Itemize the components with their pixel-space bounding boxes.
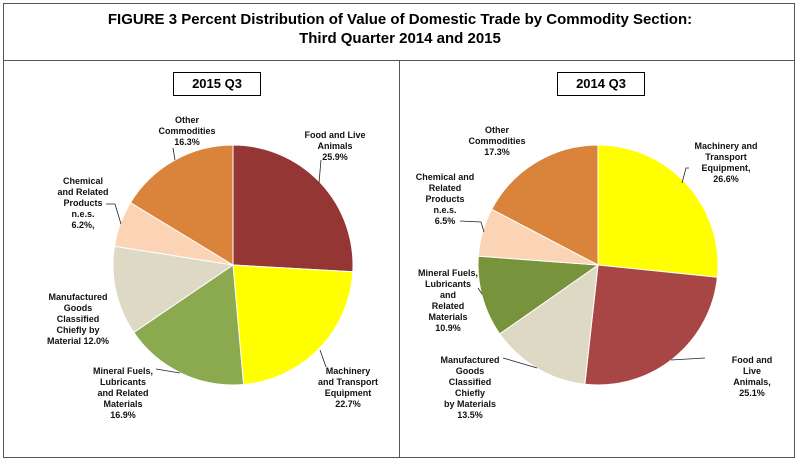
leader-line [155,368,181,374]
pie-slice-manufactured-goods-classified-chiefly-by-material [112,245,235,334]
divider [399,60,400,458]
pie-slice-mineral-fuels-lubricants-and-related-materials [477,255,600,335]
pie-slice-other-commodities [491,144,599,266]
leader-line [502,357,538,369]
panel-title-2015: 2015 Q3 [173,72,261,96]
data-label: Mineral Fuels, Lubricants and Related Ma… [92,366,154,420]
leader-line [106,203,122,225]
data-label: Other Commodities 16.3% [158,115,216,147]
data-label: Mineral Fuels, Lubricants and Related Ma… [417,268,479,333]
figure-title: FIGURE 3 Percent Distribution of Value o… [107,11,693,47]
panel-title-2014: 2014 Q3 [557,72,645,96]
pie-slice-food-and-live-animals [232,144,354,273]
data-label: Chemical and Related Products n.e.s. 6.5… [415,172,475,226]
pie-slice-other-commodities [129,144,234,266]
data-label: Food and Live Animals 25.9% [304,130,366,162]
data-label: Chemical and Related Products n.e.s. 6.2… [57,176,109,230]
leader-line [459,220,485,233]
pie-slice-machinery-and-transport-equipment [597,144,719,278]
leader-line [319,349,327,368]
data-label: Other Commodities 17.3% [468,125,526,157]
pie-slice-machinery-and-transport-equipment [232,264,354,386]
data-label: Food and Live Animals, 25.1% [731,355,773,398]
leader-line [318,159,322,184]
pie-slice-mineral-fuels-lubricants-and-related-materials [133,264,245,386]
pie-2014 [477,144,719,386]
data-label: Manufactured Goods Classified Chiefly by… [46,292,110,346]
data-label: Machinery and Transport Equipment, 26.6% [694,141,758,184]
leader-line [477,287,483,295]
leader-line [670,357,706,361]
leader-line [172,147,176,161]
leader-line [681,167,689,184]
data-label: Manufactured Goods Classified Chiefly by… [440,355,500,420]
data-label: Machinery and Transport Equipment 22.7% [317,366,379,409]
leader-lines [106,147,706,374]
pie-2015 [112,144,354,386]
pie-slice-food-and-live-animals [584,264,718,386]
